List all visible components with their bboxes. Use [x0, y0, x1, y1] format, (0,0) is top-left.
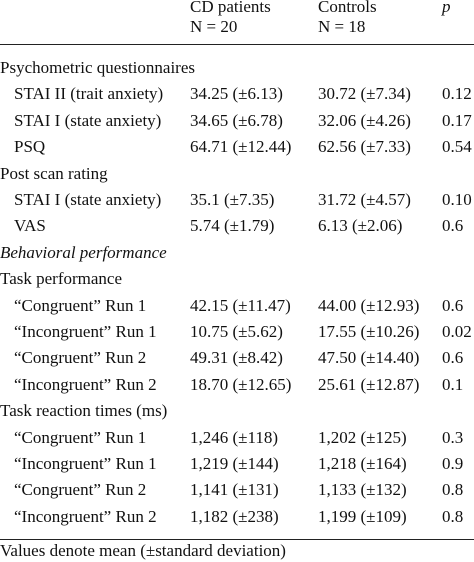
- section-label: Post scan rating: [0, 163, 108, 183]
- column-header: CD patients: [190, 0, 271, 16]
- cell: 0.54: [442, 137, 472, 157]
- cell: 0.10: [442, 190, 472, 209]
- cell: 0.02: [442, 322, 472, 341]
- cell: 42.15 (±11.47): [190, 295, 291, 315]
- cell: 25.61 (±12.87): [318, 374, 420, 394]
- cell: 47.50 (±14.40): [318, 348, 420, 368]
- cell: 1,218 (±164): [318, 454, 407, 473]
- cell: 6.13 (±2.06): [318, 216, 403, 236]
- section-label: Task reaction times (ms): [0, 401, 168, 421]
- cell: 0.9: [442, 454, 464, 473]
- cell: 1,141 (±131): [190, 480, 279, 500]
- row-label: “Congruent” Run 2: [14, 348, 147, 368]
- cell: 34.65 (±6.78): [190, 110, 283, 130]
- cell: 34.25 (±6.13): [190, 84, 283, 104]
- cell: 35.1 (±7.35): [190, 190, 275, 209]
- cell: 1,199 (±109): [318, 506, 407, 526]
- section-label: Behavioral performance: [0, 242, 167, 262]
- row-label: “Congruent” Run 1: [14, 427, 147, 447]
- cell: 62.56 (±7.33): [318, 137, 411, 157]
- row-label: “Incongruent” Run 1: [14, 322, 157, 341]
- row-label: “Incongruent” Run 2: [14, 506, 157, 526]
- cell: 31.72 (±4.57): [318, 190, 411, 209]
- cell: 1,133 (±132): [318, 480, 407, 500]
- row-label: “Congruent” Run 2: [14, 480, 147, 500]
- cell: 1,182 (±238): [190, 506, 279, 526]
- cell: 10.75 (±5.62): [190, 322, 283, 341]
- cell: 0.1: [442, 374, 464, 394]
- header-rule: [0, 44, 474, 45]
- cell: 0.8: [442, 506, 464, 526]
- row-label: STAI I (state anxiety): [14, 110, 162, 130]
- cell: 0.6: [442, 348, 464, 368]
- cell: 0.6: [442, 295, 464, 315]
- row-label: STAI II (trait anxiety): [14, 84, 164, 104]
- cell: 1,202 (±125): [318, 427, 407, 447]
- column-n: N = 18: [318, 17, 366, 36]
- row-label: “Incongruent” Run 1: [14, 454, 157, 473]
- cell: 30.72 (±7.34): [318, 84, 411, 104]
- cell: 0.12: [442, 84, 472, 104]
- cell: 44.00 (±12.93): [318, 295, 420, 315]
- cell: 17.55 (±10.26): [318, 322, 420, 341]
- table-note: Values denote mean (±standard deviation): [0, 541, 286, 560]
- cell: 1,246 (±118): [190, 427, 279, 447]
- section-label: Psychometric questionnaires: [0, 58, 195, 77]
- cell: 64.71 (±12.44): [190, 137, 292, 157]
- cell: 49.31 (±8.42): [190, 348, 283, 368]
- bottom-rule: [0, 539, 474, 540]
- cell: 0.3: [442, 427, 464, 447]
- column-header: p: [442, 0, 451, 16]
- row-label: “Congruent” Run 1: [14, 295, 147, 315]
- cell: 0.6: [442, 216, 464, 236]
- cell: 32.06 (±4.26): [318, 110, 411, 130]
- row-label: STAI I (state anxiety): [14, 190, 162, 209]
- cell: 0.8: [442, 480, 464, 500]
- cell: 18.70 (±12.65): [190, 374, 292, 394]
- cell: 1,219 (±144): [190, 454, 279, 473]
- row-label: PSQ: [14, 137, 46, 157]
- section-label: Task performance: [0, 269, 122, 289]
- column-header: Controls: [318, 0, 377, 16]
- cell: 0.17: [442, 110, 472, 130]
- row-label: “Incongruent” Run 2: [14, 374, 157, 394]
- row-label: VAS: [14, 216, 46, 236]
- cell: 5.74 (±1.79): [190, 216, 275, 236]
- column-n: N = 20: [190, 17, 238, 36]
